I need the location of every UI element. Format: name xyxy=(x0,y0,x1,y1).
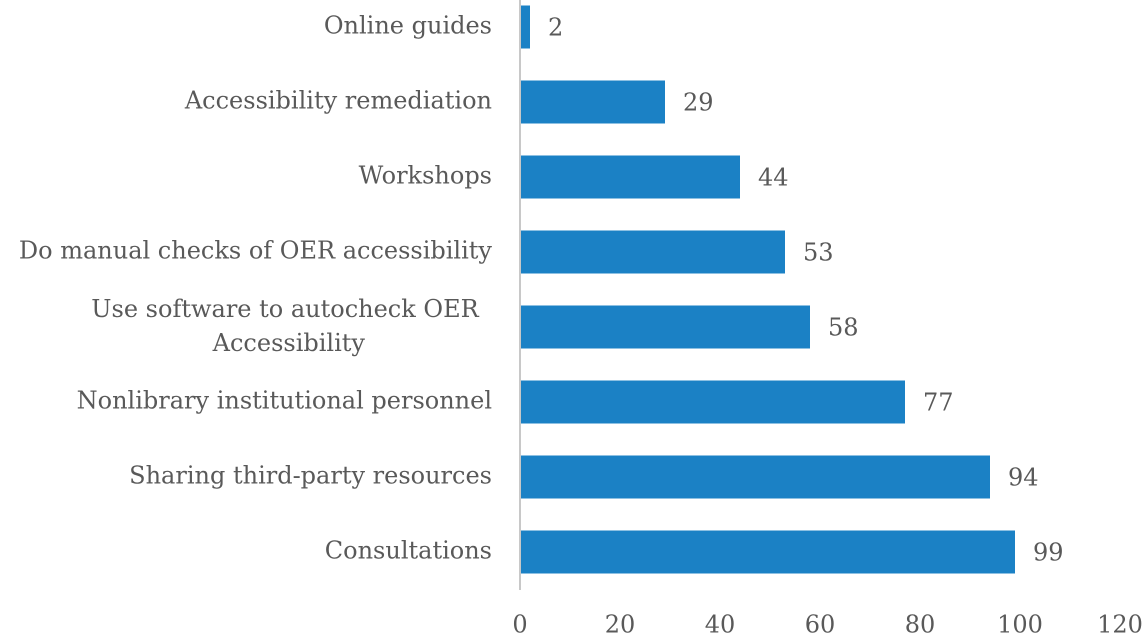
y-tick-label: Use software to autocheck OER Accessibil… xyxy=(91,295,479,357)
x-tick-label: 20 xyxy=(605,611,636,639)
y-tick-label: Online guides xyxy=(324,12,492,40)
bar xyxy=(520,530,1015,574)
x-tick-label: 0 xyxy=(512,611,527,639)
data-label: 44 xyxy=(758,164,789,192)
bar xyxy=(520,230,785,274)
y-tick-label: Sharing third-party resources xyxy=(129,462,492,490)
data-label: 58 xyxy=(828,314,859,342)
y-tick-label: Accessibility remediation xyxy=(184,87,492,115)
bar xyxy=(520,80,665,124)
y-tick-label: Do manual checks of OER accessibility xyxy=(19,237,493,265)
data-label: 99 xyxy=(1033,539,1064,567)
bar xyxy=(520,455,990,499)
y-tick-label: Workshops xyxy=(359,162,492,190)
y-tick-label: Consultations xyxy=(325,537,492,565)
x-tick-label: 120 xyxy=(1097,611,1143,639)
x-tick-label: 40 xyxy=(705,611,736,639)
bar xyxy=(520,5,530,49)
data-label: 94 xyxy=(1008,464,1039,492)
bar xyxy=(520,380,905,424)
data-label: 29 xyxy=(683,89,714,117)
x-tick-label: 60 xyxy=(805,611,836,639)
data-label: 53 xyxy=(803,239,834,267)
y-tick-label: Nonlibrary institutional personnel xyxy=(77,387,492,415)
x-tick-label: 100 xyxy=(997,611,1043,639)
bar xyxy=(520,155,740,199)
data-label: 2 xyxy=(548,14,563,42)
bar xyxy=(520,305,810,349)
data-label: 77 xyxy=(923,389,954,417)
x-tick-label: 80 xyxy=(905,611,936,639)
